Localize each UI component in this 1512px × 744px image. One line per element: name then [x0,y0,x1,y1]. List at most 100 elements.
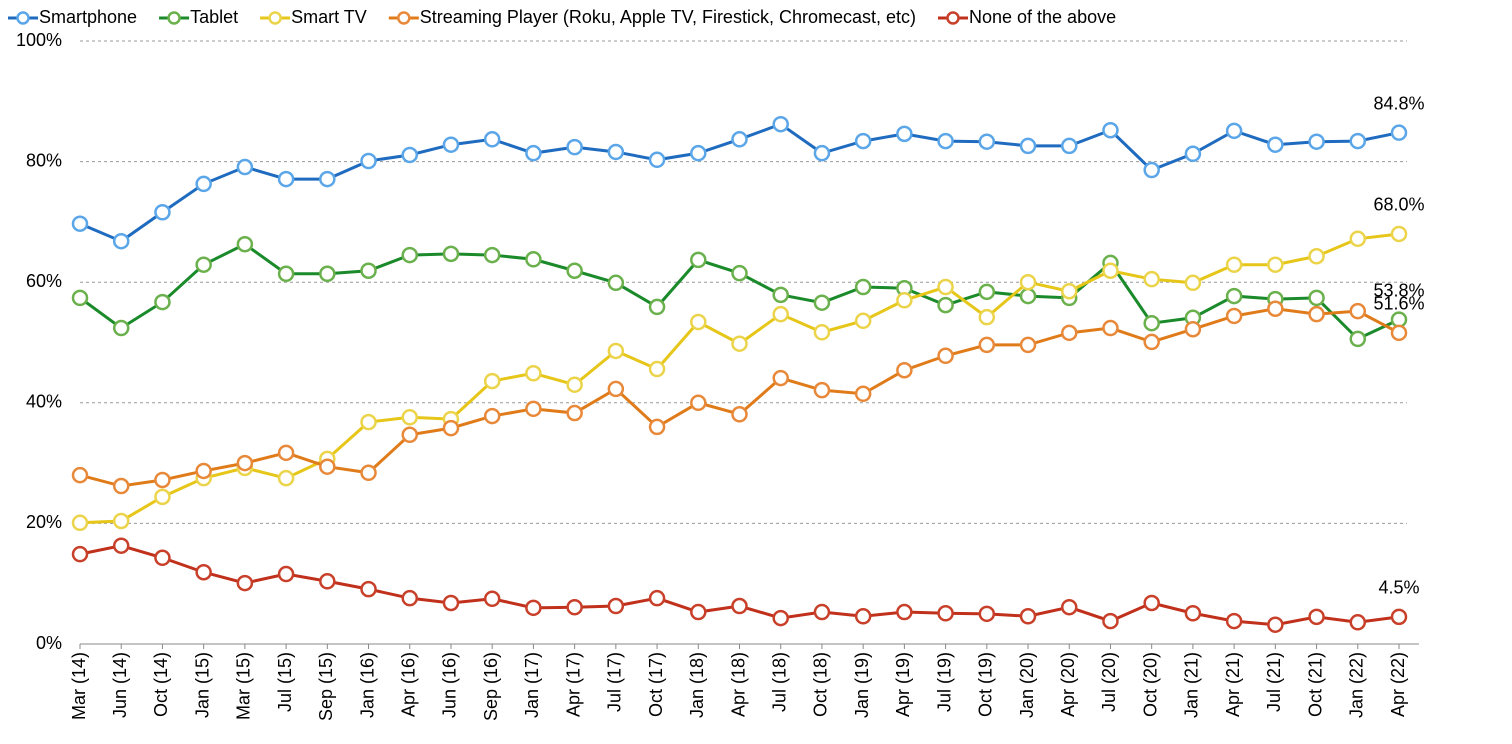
data-point [772,115,789,133]
data-point [937,132,954,150]
data-point [71,545,89,563]
data-point [1019,336,1037,354]
data-point [154,549,171,567]
data-point [937,296,954,314]
value-label: 53.8% [1373,280,1424,300]
data-point [277,565,295,583]
data-point [525,365,542,382]
data-point [483,246,501,264]
data-point [483,372,501,390]
data-point [1308,608,1325,626]
data-point [71,466,89,484]
data-point [401,426,418,444]
legend-label: None of the above [969,7,1116,27]
data-point [690,144,707,162]
x-tick-label: Jan (15) [192,652,212,718]
legend-marker [16,11,30,25]
x-tick-label: Jan (17) [522,652,542,718]
x-tick-label: Apr (17) [563,652,583,717]
data-point [566,404,583,422]
x-tick-label: Jun (16) [440,652,460,718]
data-point [978,605,996,623]
data-point [195,256,212,273]
data-point [1184,604,1202,622]
data-point [1143,333,1160,351]
x-tick-label: Apr (18) [728,652,748,717]
x-tick-label: Jul (19) [934,652,954,712]
data-point [525,400,542,418]
data-point [731,406,748,423]
x-tick-label: Jul (20) [1099,652,1119,712]
value-label: 51.6% [1373,294,1424,314]
data-point [772,305,789,323]
data-point [112,232,130,250]
data-point [1143,594,1160,612]
x-tick-label: Sep (15) [316,652,336,721]
data-point [154,293,171,311]
x-tick-label: Jan (20) [1017,652,1037,718]
data-point [112,319,130,337]
data-point [813,144,831,162]
data-point [1184,274,1202,292]
data-point [896,603,913,621]
data-point [154,471,171,489]
data-point [566,598,583,616]
data-point [442,136,460,153]
data-point [648,418,666,436]
data-point [896,292,913,309]
data-point [813,294,831,311]
data-point [277,170,295,188]
legend-marker [397,11,411,25]
data-point [731,131,748,148]
data-point [442,419,460,437]
data-point [1349,614,1367,631]
data-point [1308,248,1325,265]
data-point [483,131,501,148]
x-tick-label: Apr (20) [1058,652,1078,717]
x-tick-label: Apr (22) [1388,652,1408,717]
data-point [277,265,295,283]
data-point [360,464,377,481]
data-point [319,458,336,475]
data-point [937,604,954,622]
data-point [896,125,913,143]
data-point [731,264,748,282]
data-point [154,204,171,221]
data-point [277,469,295,487]
data-point [1349,302,1367,320]
data-point [813,603,831,621]
x-tick-label: Jan (16) [357,652,377,718]
data-point [1143,314,1160,332]
data-point [112,512,130,530]
data-point [566,138,583,156]
data-point [401,146,418,164]
data-point [854,385,872,403]
value-label: 68.0% [1373,195,1424,215]
data-point [813,381,831,399]
legend-marker [268,11,282,25]
series-line [79,242,1400,341]
data-point [442,245,460,263]
data-point [854,132,872,150]
x-tick-label: Jan (22) [1347,652,1367,718]
data-point [1308,305,1325,323]
data-point [854,608,872,625]
data-point [1102,121,1119,139]
x-tick-label: Oct (19) [976,652,996,717]
data-point [607,274,625,292]
x-tick-label: Oct (17) [646,652,666,717]
data-point [896,361,913,379]
legend-marker [946,11,960,25]
data-point [937,278,954,296]
data-point [607,342,625,360]
x-tick-label: Apr (19) [893,652,913,717]
data-point [525,599,542,617]
data-point [1019,287,1037,305]
y-tick-label: 60% [26,271,62,291]
data-point [978,308,996,326]
data-point [1225,256,1243,273]
x-tick-label: Oct (18) [811,652,831,717]
data-point [236,235,254,253]
data-point [648,151,666,169]
legend-label: Streaming Player (Roku, Apple TV, Firest… [420,7,916,27]
